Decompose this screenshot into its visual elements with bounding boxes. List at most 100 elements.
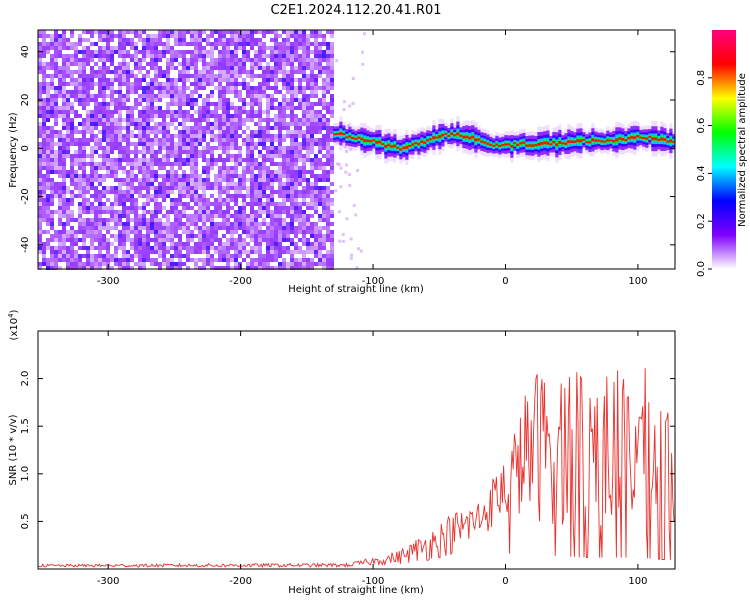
noise-cell: [318, 150, 322, 154]
noise-cell: [242, 186, 246, 190]
noise-cell: [363, 32, 367, 36]
noise-cell: [318, 146, 322, 150]
noise-cell: [162, 86, 166, 90]
noise-cell: [114, 262, 118, 266]
noise-cell: [286, 98, 290, 102]
noise-cell: [138, 238, 142, 242]
noise-cell: [214, 122, 218, 126]
noise-cell: [166, 162, 170, 166]
noise-cell: [222, 86, 226, 90]
noise-cell: [330, 190, 334, 194]
noise-cell: [286, 194, 290, 198]
noise-cell: [310, 62, 314, 66]
noise-cell: [78, 150, 82, 154]
noise-cell: [258, 230, 262, 234]
noise-cell: [343, 145, 347, 149]
noise-cell: [102, 118, 106, 122]
noise-cell: [166, 126, 170, 130]
noise-cell: [294, 130, 298, 134]
noise-cell: [294, 206, 298, 210]
noise-cell: [82, 46, 86, 50]
noise-cell: [194, 150, 198, 154]
noise-cell: [178, 38, 182, 42]
noise-cell: [310, 158, 314, 162]
noise-cell: [58, 190, 62, 194]
noise-cell: [274, 234, 278, 238]
noise-cell: [182, 98, 186, 102]
noise-cell: [286, 154, 290, 158]
noise-cell: [122, 210, 126, 214]
noise-cell: [138, 70, 142, 74]
noise-cell: [66, 266, 70, 270]
noise-cell: [130, 114, 134, 118]
noise-cell: [274, 38, 278, 42]
noise-cell: [78, 158, 82, 162]
noise-cell: [162, 250, 166, 254]
noise-cell: [290, 78, 294, 82]
noise-cell: [322, 42, 326, 46]
noise-cell: [110, 218, 114, 222]
noise-cell: [258, 114, 262, 118]
noise-cell: [302, 178, 306, 182]
noise-cell: [190, 170, 194, 174]
noise-cell: [298, 206, 302, 210]
noise-cell: [290, 118, 294, 122]
noise-cell: [202, 166, 206, 170]
noise-cell: [118, 194, 122, 198]
noise-cell: [258, 174, 262, 178]
noise-cell: [46, 94, 50, 98]
noise-cell: [318, 50, 322, 54]
noise-cell: [118, 46, 122, 50]
noise-cell: [142, 258, 146, 262]
noise-cell: [330, 126, 334, 130]
noise-cell: [314, 78, 318, 82]
noise-cell: [98, 54, 102, 58]
noise-cell: [258, 242, 262, 246]
noise-cell: [126, 90, 130, 94]
noise-cell: [74, 86, 78, 90]
noise-cell: [218, 214, 222, 218]
ridge-cell: [408, 144, 412, 148]
noise-cell: [222, 134, 226, 138]
noise-cell: [134, 50, 138, 54]
noise-cell: [162, 146, 166, 150]
noise-cell: [266, 114, 270, 118]
noise-cell: [142, 114, 146, 118]
noise-cell: [178, 90, 182, 94]
noise-cell: [250, 158, 254, 162]
noise-cell: [194, 82, 198, 86]
noise-cell: [162, 258, 166, 262]
noise-cell: [186, 238, 190, 242]
noise-cell: [90, 134, 94, 138]
noise-cell: [278, 106, 282, 110]
noise-cell: [78, 146, 82, 150]
noise-cell: [106, 154, 110, 158]
noise-cell: [170, 170, 174, 174]
noise-cell: [302, 134, 306, 138]
noise-cell: [278, 78, 282, 82]
noise-cell: [302, 210, 306, 214]
noise-cell: [306, 230, 310, 234]
ridge-cell: [336, 133, 340, 135]
noise-cell: [254, 222, 258, 226]
noise-cell: [54, 70, 58, 74]
noise-cell: [62, 134, 66, 138]
noise-cell: [306, 66, 310, 70]
noise-cell: [322, 258, 326, 262]
noise-cell: [162, 238, 166, 242]
noise-cell: [186, 158, 190, 162]
noise-cell: [98, 114, 102, 118]
noise-cell: [302, 58, 306, 62]
noise-cell: [298, 70, 302, 74]
noise-cell: [230, 74, 234, 78]
noise-cell: [322, 246, 326, 250]
noise-cell: [102, 234, 106, 238]
noise-cell: [210, 266, 214, 270]
noise-cell: [286, 262, 290, 266]
noise-cell: [50, 190, 54, 194]
noise-cell: [134, 262, 138, 266]
noise-cell: [142, 250, 146, 254]
noise-cell: [138, 98, 142, 102]
noise-cell: [130, 42, 134, 46]
noise-cell: [254, 194, 258, 198]
